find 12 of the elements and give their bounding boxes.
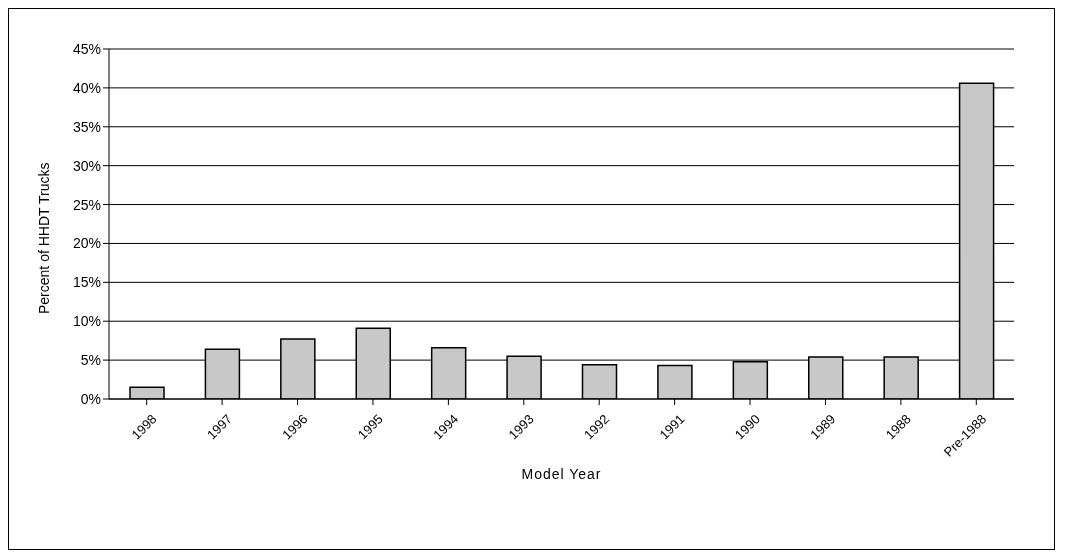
y-tick-label: 15%: [72, 274, 101, 291]
y-tick-label: 10%: [72, 313, 101, 330]
y-tick-label: 0%: [80, 390, 101, 407]
y-tick-label: 25%: [72, 196, 101, 213]
y-tick-label: 40%: [72, 79, 101, 96]
y-tick-label: 35%: [72, 118, 101, 135]
y-tick-label: 30%: [72, 157, 101, 174]
x-axis-title: Model Year: [521, 466, 602, 482]
y-tick-label: 20%: [72, 235, 101, 252]
y-tick-label: 45%: [72, 40, 101, 57]
y-tick-label: 5%: [80, 352, 101, 369]
y-axis-title: Percent of HHDT Trucks: [35, 162, 52, 314]
